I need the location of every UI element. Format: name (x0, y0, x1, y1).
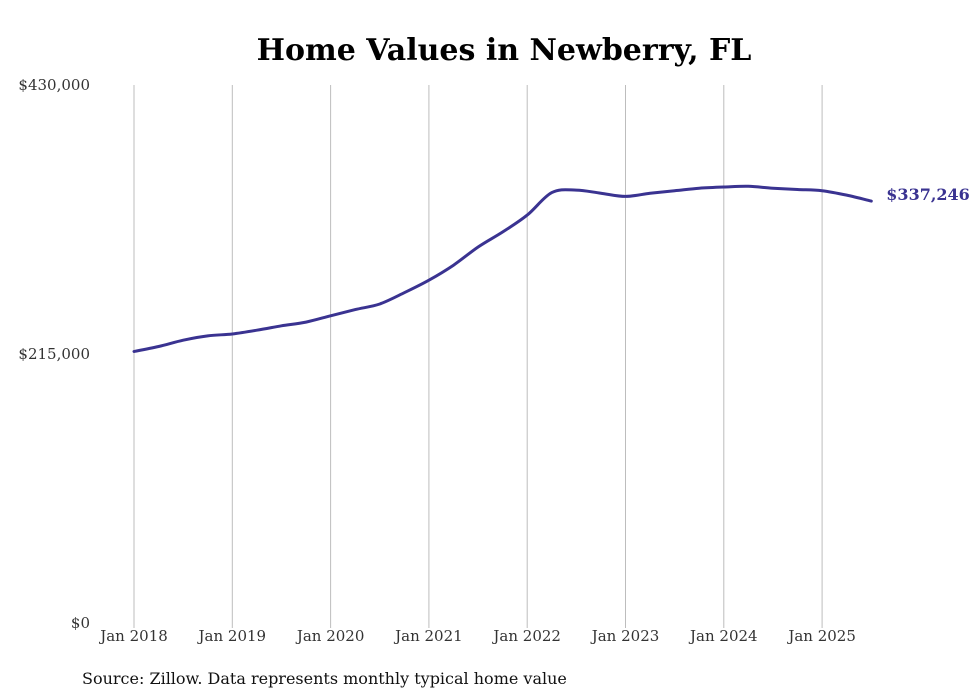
x-tick-label: Jan 2021 (393, 627, 463, 645)
x-tick-label: Jan 2024 (688, 627, 758, 645)
end-value-label: $337,246 (886, 185, 970, 204)
gridlines (133, 85, 823, 628)
x-tick-label: Jan 2022 (491, 627, 561, 645)
x-tick-label: Jan 2025 (786, 627, 856, 645)
chart-title: Home Values in Newberry, FL (257, 33, 752, 68)
x-tick-label: Jan 2019 (197, 627, 267, 645)
x-tick-label: Jan 2023 (590, 627, 660, 645)
source-note: Source: Zillow. Data represents monthly … (82, 669, 567, 688)
y-axis-ticks: $0 $215,000 $430,000 (18, 76, 90, 632)
home-value-line (132, 184, 873, 353)
x-tick-label: Jan 2020 (295, 627, 365, 645)
x-tick-label: Jan 2018 (98, 627, 168, 645)
y-tick-label: $430,000 (18, 76, 90, 94)
y-tick-label: $215,000 (18, 345, 90, 363)
y-tick-label: $0 (71, 614, 90, 632)
x-axis-ticks: Jan 2018 Jan 2019 Jan 2020 Jan 2021 Jan 2022… (98, 627, 856, 645)
